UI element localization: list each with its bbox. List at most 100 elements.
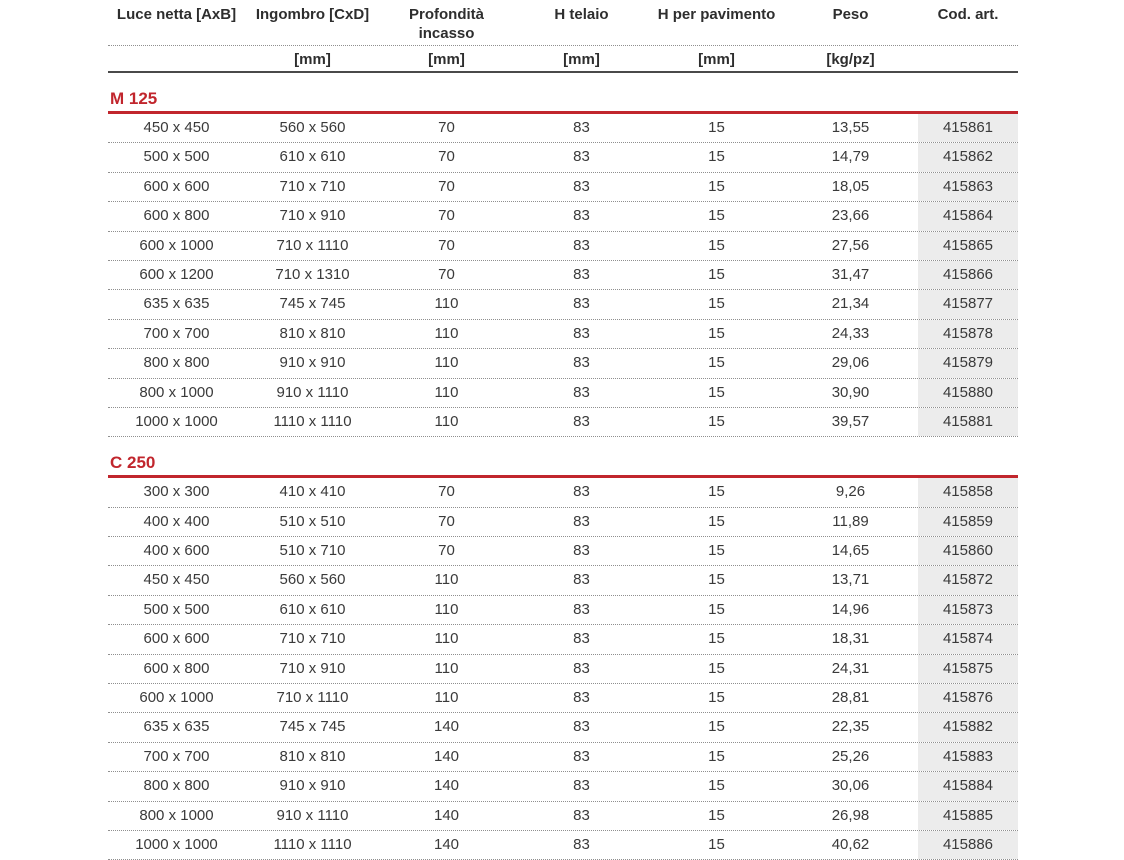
cell-ingombro: 910 x 1110 [276,383,349,401]
cell-h-telaio: 83 [573,600,590,618]
table-row: 450 x 450 560 x 560 110 83 15 13,71 415872 [108,566,1018,596]
cell-luce-netta: 600 x 1000 [139,236,214,254]
cell-peso: 28,81 [831,689,870,707]
cell-profondita-incasso: 110 [434,630,459,648]
cell-h-telaio: 83 [573,512,590,530]
cell-h-telaio: 83 [573,542,590,560]
cell-profondita-incasso: 110 [434,600,459,618]
cell-cod-art: 415882 [918,713,1018,742]
unit-peso: [kg/pz] [826,51,875,68]
cell-h-telaio: 83 [573,412,590,430]
cell-ingombro: 610 x 610 [279,148,346,166]
column-header-peso: Peso [832,6,869,23]
cell-h-telaio: 83 [573,747,590,765]
cell-h-telaio: 83 [573,806,590,824]
cell-h-telaio: 83 [573,119,590,136]
cell-luce-netta: 600 x 600 [143,177,210,195]
table-row: 600 x 600 710 x 710 110 83 15 18,31 415874 [108,625,1018,655]
column-header-h-telaio: H telaio [554,6,609,23]
unit-luce-netta [108,46,245,71]
cell-h-telaio: 83 [573,295,590,313]
cell-h-telaio: 83 [573,777,590,795]
cell-luce-netta: 1000 x 1000 [135,835,218,853]
section-m-125: M 125 450 x 450 560 x 560 70 83 15 13,55 415861… [108,88,1018,438]
cell-peso: 29,06 [831,354,870,372]
cell-luce-netta: 450 x 450 [143,571,210,589]
cell-h-telaio: 83 [573,659,590,677]
cell-peso: 40,62 [831,835,870,853]
cell-cod-art: 415885 [918,801,1018,830]
cell-profondita-incasso: 110 [434,412,459,430]
cell-h-per-pavimento: 15 [708,324,725,342]
cell-profondita-incasso: 70 [438,483,455,501]
cell-cod-art: 415863 [918,172,1018,202]
cell-luce-netta: 800 x 800 [143,777,210,795]
cell-profondita-incasso: 70 [438,512,455,530]
cell-h-per-pavimento: 15 [708,483,725,501]
cell-peso: 23,66 [831,207,870,225]
column-header-h-per-pavimento: H per pavimento [657,6,776,23]
cell-peso: 21,34 [831,295,870,313]
cell-peso: 18,05 [831,177,870,195]
table-row: 1000 x 1000 1110 x 1110 140 83 15 40,62 415886 [108,830,1018,860]
table-row: 500 x 500 610 x 610 70 83 15 14,79 415862 [108,143,1018,173]
table-row: 700 x 700 810 x 810 110 83 15 24,33 415878 [108,319,1018,350]
cell-cod-art: 415865 [918,231,1018,260]
cell-peso: 25,26 [831,747,870,765]
cell-profondita-incasso: 110 [434,659,459,677]
cell-luce-netta: 400 x 400 [143,512,210,530]
section-title: C 250 [108,452,1018,479]
table-row: 600 x 600 710 x 710 70 83 15 18,05 415863 [108,172,1018,203]
cell-profondita-incasso: 110 [434,689,459,707]
cell-h-per-pavimento: 15 [708,542,725,560]
cell-ingombro: 1110 x 1110 [273,412,352,430]
cell-h-per-pavimento: 15 [708,265,725,283]
cell-luce-netta: 500 x 500 [143,148,210,166]
cell-h-telaio: 83 [573,483,590,501]
cell-profondita-incasso: 70 [438,265,455,283]
cell-luce-netta: 300 x 300 [143,483,210,501]
table-row: 450 x 450 560 x 560 70 83 15 13,55 415861 [108,114,1018,144]
cell-ingombro: 1110 x 1110 [273,835,352,853]
cell-cod-art: 415880 [918,378,1018,407]
cell-profondita-incasso: 70 [438,177,455,195]
cell-peso: 14,96 [831,600,870,618]
table-row: 800 x 1000 910 x 1110 140 83 15 26,98 415885 [108,801,1018,831]
cell-luce-netta: 800 x 1000 [139,806,214,824]
cell-h-telaio: 83 [573,265,590,283]
cell-peso: 31,47 [831,265,870,283]
cell-luce-netta: 1000 x 1000 [135,412,218,430]
cell-h-telaio: 83 [573,689,590,707]
cell-h-per-pavimento: 15 [708,354,725,372]
cell-peso: 22,35 [831,718,870,736]
cell-h-per-pavimento: 15 [708,806,725,824]
unit-h-telaio: [mm] [563,51,600,68]
table-row: 400 x 400 510 x 510 70 83 15 11,89 415859 [108,507,1018,538]
cell-luce-netta: 635 x 635 [143,295,210,313]
cell-cod-art: 415883 [918,742,1018,772]
column-header-profondita-incasso: Profondità incasso [409,6,484,42]
cell-peso: 30,06 [831,777,870,795]
table-row: 635 x 635 745 x 745 110 83 15 21,34 415877 [108,290,1018,320]
cell-cod-art: 415862 [918,143,1018,172]
cell-luce-netta: 500 x 500 [143,600,210,618]
cell-cod-art: 415886 [918,830,1018,860]
cell-h-per-pavimento: 15 [708,689,725,707]
cell-ingombro: 710 x 910 [279,207,346,225]
cell-cod-art: 415866 [918,260,1018,290]
table-units-row: [mm] [mm] [mm] [mm] [kg/pz] [108,46,1018,73]
cell-ingombro: 710 x 710 [279,630,346,648]
cell-profondita-incasso: 110 [434,383,459,401]
table-row: 600 x 800 710 x 910 70 83 15 23,66 415864 [108,202,1018,232]
cell-peso: 24,31 [831,659,870,677]
cell-peso: 27,56 [831,236,870,254]
cell-h-per-pavimento: 15 [708,718,725,736]
cell-ingombro: 910 x 1110 [276,806,349,824]
cell-cod-art: 415864 [918,202,1018,231]
table-row: 1000 x 1000 1110 x 1110 110 83 15 39,57 415881 [108,407,1018,438]
cell-luce-netta: 600 x 800 [143,207,210,225]
cell-profondita-incasso: 140 [433,806,460,824]
cell-luce-netta: 600 x 600 [143,630,210,648]
cell-profondita-incasso: 140 [433,777,460,795]
cell-cod-art: 415881 [918,407,1018,437]
